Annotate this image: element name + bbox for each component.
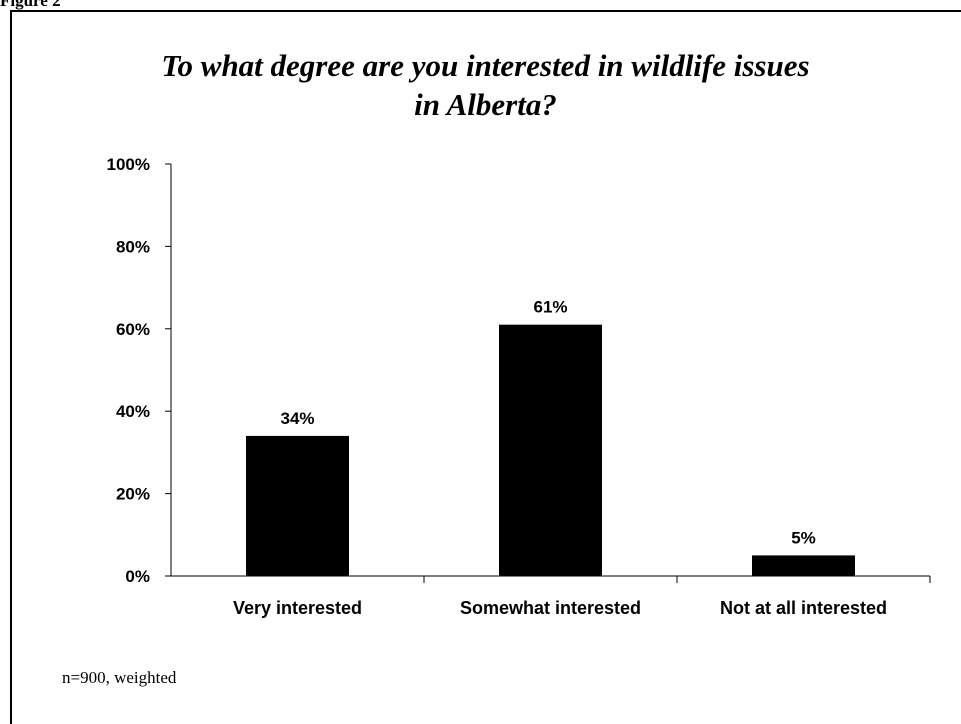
chart-title-line-2: in Alberta? xyxy=(414,87,557,122)
chart-frame xyxy=(10,10,961,724)
y-tick-label: 20% xyxy=(116,485,150,504)
y-tick-label: 60% xyxy=(116,320,150,339)
bar xyxy=(499,324,602,576)
chart-title-line-1: To what degree are you interested in wil… xyxy=(161,48,810,83)
bar xyxy=(752,555,855,576)
data-label: 5% xyxy=(791,528,816,547)
x-category-label: Not at all interested xyxy=(720,598,887,618)
data-label: 61% xyxy=(533,298,567,317)
data-label: 34% xyxy=(280,409,314,428)
x-category-label: Very interested xyxy=(233,598,362,618)
y-tick-label: 80% xyxy=(116,237,150,256)
x-category-label: Somewhat interested xyxy=(460,598,641,618)
figure-label: Figure 2 xyxy=(0,0,61,10)
sample-size-note: n=900, weighted xyxy=(62,668,177,687)
bar xyxy=(246,435,349,576)
y-tick-label: 100% xyxy=(107,155,150,174)
y-tick-label: 0% xyxy=(125,567,150,586)
chart-title: To what degree are you interested in wil… xyxy=(10,46,961,124)
y-tick-label: 40% xyxy=(116,402,150,421)
